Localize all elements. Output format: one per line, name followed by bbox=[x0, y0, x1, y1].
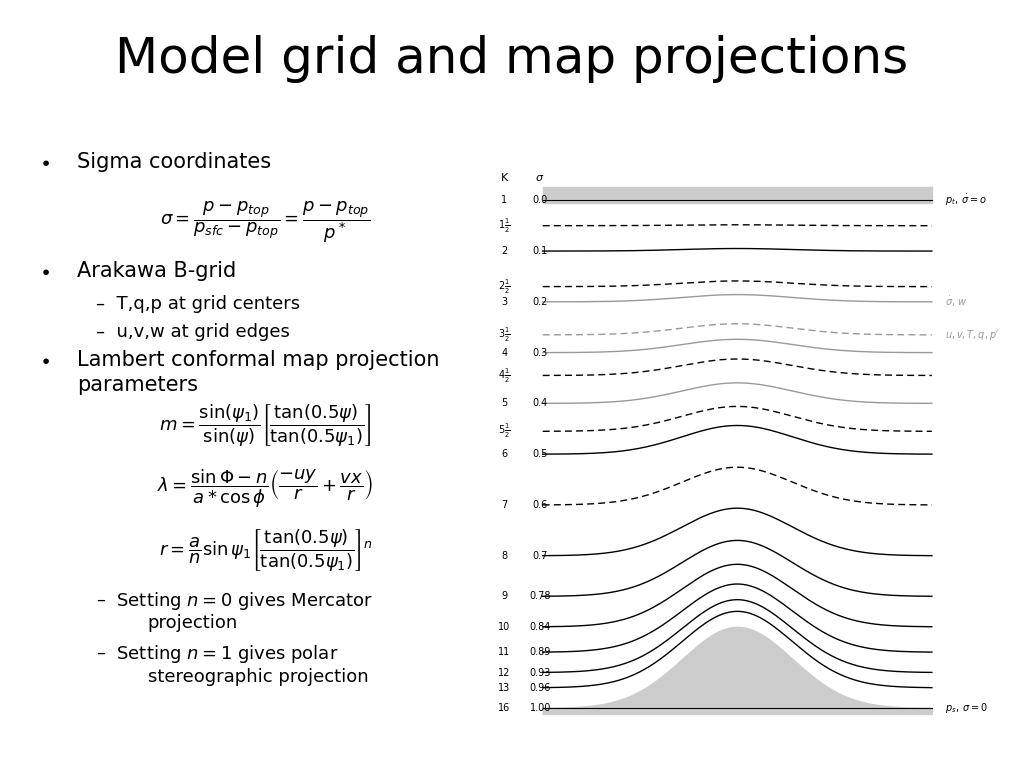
Text: 2: 2 bbox=[501, 246, 508, 256]
Text: $p_s,\;\sigma=0$: $p_s,\;\sigma=0$ bbox=[944, 701, 988, 715]
Text: $p_t,\;\dot{\sigma}=o$: $p_t,\;\dot{\sigma}=o$ bbox=[944, 193, 987, 208]
Text: $3\frac{1}{2}$: $3\frac{1}{2}$ bbox=[498, 326, 511, 344]
Text: 12: 12 bbox=[498, 667, 511, 677]
Text: $2\frac{1}{2}$: $2\frac{1}{2}$ bbox=[498, 277, 511, 296]
Text: 0.96: 0.96 bbox=[529, 683, 551, 693]
Text: 6: 6 bbox=[502, 449, 507, 459]
Text: 10: 10 bbox=[499, 622, 510, 632]
Text: 0.6: 0.6 bbox=[532, 500, 548, 510]
Text: 9: 9 bbox=[502, 591, 507, 601]
Text: 0.1: 0.1 bbox=[532, 246, 548, 256]
Text: $1\frac{1}{2}$: $1\frac{1}{2}$ bbox=[498, 217, 511, 235]
Text: 1: 1 bbox=[502, 195, 507, 205]
Text: 13: 13 bbox=[499, 683, 510, 693]
Text: 0.0: 0.0 bbox=[532, 195, 548, 205]
Text: 0.5: 0.5 bbox=[532, 449, 548, 459]
Text: –  T,q,p at grid centers: – T,q,p at grid centers bbox=[96, 295, 300, 313]
Text: Arakawa B-grid: Arakawa B-grid bbox=[77, 261, 237, 281]
Text: 0.78: 0.78 bbox=[529, 591, 551, 601]
Text: 11: 11 bbox=[499, 647, 510, 657]
Text: 0.89: 0.89 bbox=[529, 647, 551, 657]
Text: 0.3: 0.3 bbox=[532, 348, 548, 358]
Text: –  Setting $n=0$ gives Mercator: – Setting $n=0$ gives Mercator bbox=[96, 590, 373, 612]
Text: $\bullet$: $\bullet$ bbox=[39, 350, 50, 369]
Text: 0.2: 0.2 bbox=[532, 297, 548, 307]
Text: parameters: parameters bbox=[77, 375, 198, 395]
Text: $m = \dfrac{\sin(\psi_1)}{\sin(\psi)}\left[\dfrac{\tan(0.5\psi)}{\tan(0.5\psi_1): $m = \dfrac{\sin(\psi_1)}{\sin(\psi)}\le… bbox=[159, 402, 372, 449]
Text: 8: 8 bbox=[502, 551, 507, 561]
Text: 1.00: 1.00 bbox=[529, 703, 551, 713]
Text: 3: 3 bbox=[502, 297, 507, 307]
Text: K: K bbox=[501, 173, 508, 183]
Text: 0.7: 0.7 bbox=[532, 551, 548, 561]
Text: 0.93: 0.93 bbox=[529, 667, 551, 677]
Text: $\dot{\sigma},\,w$: $\dot{\sigma},\,w$ bbox=[944, 295, 968, 309]
Text: –  Setting $n=1$ gives polar: – Setting $n=1$ gives polar bbox=[96, 644, 338, 665]
Text: $r = \dfrac{a}{n}\sin\psi_1\left[\dfrac{\tan(0.5\psi)}{\tan(0.5\psi_1)}\right]^n: $r = \dfrac{a}{n}\sin\psi_1\left[\dfrac{… bbox=[159, 527, 373, 572]
Text: 7: 7 bbox=[501, 500, 508, 510]
Text: 16: 16 bbox=[499, 703, 510, 713]
Text: $\sigma$: $\sigma$ bbox=[536, 173, 545, 183]
Text: 5: 5 bbox=[501, 399, 508, 409]
Text: Model grid and map projections: Model grid and map projections bbox=[116, 35, 908, 83]
Text: Lambert conformal map projection: Lambert conformal map projection bbox=[77, 350, 439, 370]
Text: projection: projection bbox=[147, 614, 238, 632]
Text: 0.4: 0.4 bbox=[532, 399, 548, 409]
Text: Sigma coordinates: Sigma coordinates bbox=[77, 152, 271, 172]
Text: stereographic projection: stereographic projection bbox=[147, 668, 369, 686]
Text: 4: 4 bbox=[502, 348, 507, 358]
Text: $\lambda = \dfrac{\sin\Phi - n}{a*\cos\phi}\left(\dfrac{-uy}{r} + \dfrac{vx}{r}\: $\lambda = \dfrac{\sin\Phi - n}{a*\cos\p… bbox=[158, 467, 374, 509]
Text: 0.84: 0.84 bbox=[529, 622, 551, 632]
Text: $u,v,T,q,p^{\prime}$: $u,v,T,q,p^{\prime}$ bbox=[944, 328, 999, 342]
Text: $\bullet$: $\bullet$ bbox=[39, 152, 50, 170]
Text: $\sigma = \dfrac{p-p_{top}}{p_{sfc}-p_{top}} = \dfrac{p-p_{top}}{p^*}$: $\sigma = \dfrac{p-p_{top}}{p_{sfc}-p_{t… bbox=[160, 200, 371, 245]
Text: $4\frac{1}{2}$: $4\frac{1}{2}$ bbox=[498, 366, 511, 385]
Text: $\bullet$: $\bullet$ bbox=[39, 261, 50, 280]
Text: $5\frac{1}{2}$: $5\frac{1}{2}$ bbox=[498, 422, 511, 441]
Text: –  u,v,w at grid edges: – u,v,w at grid edges bbox=[96, 323, 290, 340]
